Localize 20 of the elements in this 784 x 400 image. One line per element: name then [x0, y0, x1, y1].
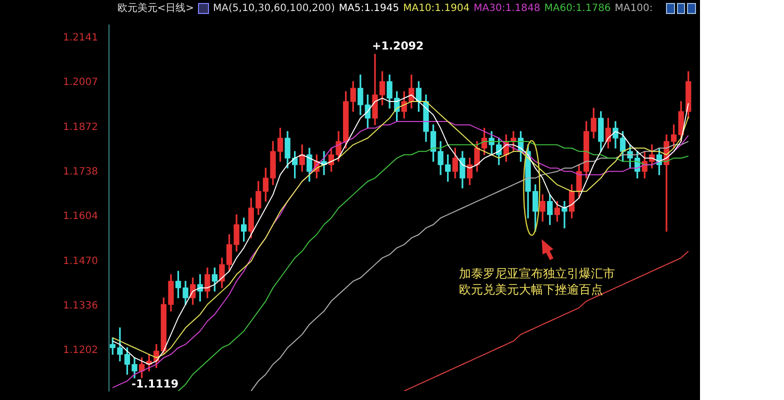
y-tick-label: 1.1470	[62, 256, 98, 267]
annotation: 加泰罗尼亚宣布独立引爆汇市	[458, 266, 615, 281]
annotation: 欧元兑美元大幅下挫逾百点	[458, 282, 603, 297]
text: MA100:	[614, 2, 653, 14]
annotation: +1.2092	[372, 40, 424, 53]
chart-title: 欧元美元<日线>	[117, 2, 194, 15]
text: MA10:1.1904	[403, 2, 470, 14]
y-tick-label: 1.1202	[62, 345, 98, 356]
text: MA5:1.1945	[338, 2, 400, 14]
text: MA30:1.1848	[474, 2, 540, 14]
y-tick-label: 1.2007	[62, 77, 98, 88]
legend-title: MA(5,10,30,60,100,200)	[213, 2, 335, 14]
y-tick-label: 1.1604	[62, 211, 98, 222]
annotation: -1.1119	[131, 377, 179, 390]
candlestick	[562, 201, 568, 228]
y-tick-label: 1.2141	[62, 32, 98, 44]
y-tick-label: 1.1336	[62, 300, 98, 312]
text: MA60:1.1786	[544, 2, 611, 14]
y-tick-label: 1.1738	[62, 166, 98, 178]
y-tick-label: 1.1872	[62, 122, 98, 134]
